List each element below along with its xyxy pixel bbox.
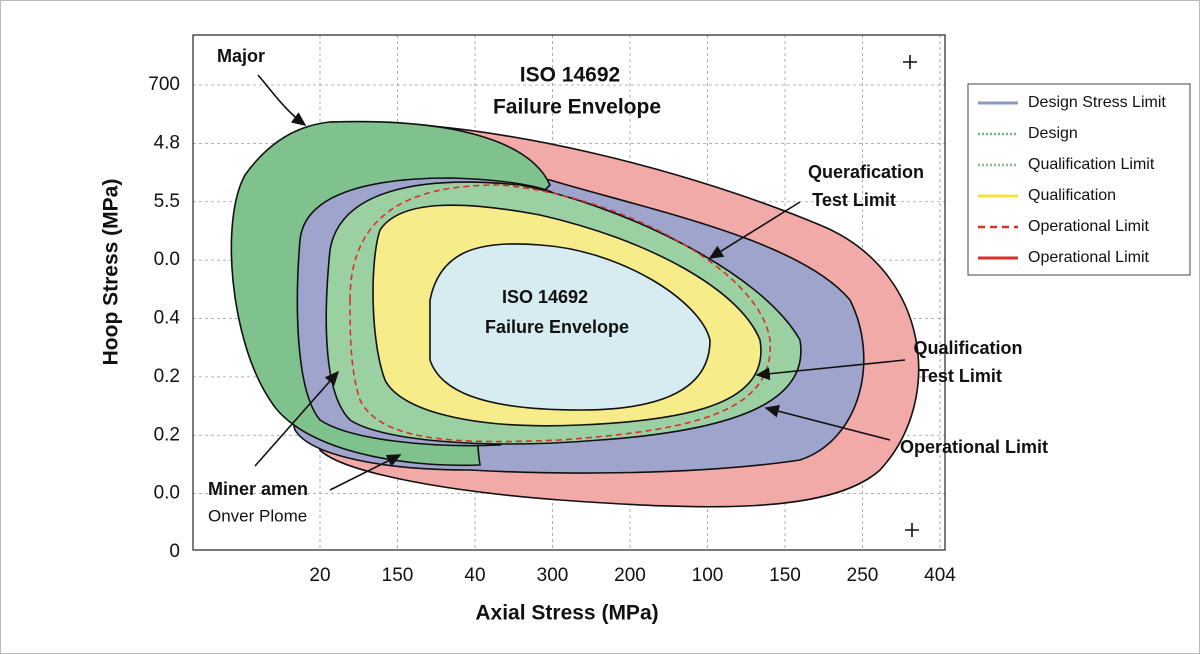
x-tick-label: 150 — [769, 565, 801, 586]
x-tick-label: 300 — [537, 565, 569, 586]
arrow — [764, 405, 891, 441]
annotation: Failure Envelope — [485, 317, 629, 337]
legend-label: Design — [1028, 125, 1078, 142]
arrow — [257, 74, 307, 126]
annotation: Onver Plome — [208, 506, 307, 525]
legend-label: Design Stress Limit — [1028, 94, 1166, 111]
x-tick-label: 20 — [309, 565, 330, 586]
annotation: Test Limit — [918, 366, 1002, 386]
x-tick-label: 404 — [924, 565, 956, 586]
arrow — [708, 201, 801, 259]
y-tick-label: 5.5 — [154, 191, 180, 212]
y-tick-label: 0.0 — [154, 483, 180, 504]
legend-label: Operational Limit — [1028, 249, 1150, 266]
x-axis-label: Axial Stress (MPa) — [475, 602, 658, 625]
legend-label: Operational Limit — [1028, 218, 1150, 235]
y-axis-label: Hoop Stress (MPa) — [100, 179, 123, 366]
envelope-failure — [429, 243, 711, 411]
operational-limit-line — [349, 184, 771, 443]
chart-title: Failure Envelope — [493, 96, 661, 119]
y-tick-label: 0.2 — [154, 424, 180, 445]
x-tick-label: 150 — [382, 565, 414, 586]
plus-marker — [903, 55, 919, 537]
legend: Design Stress Limit Design Qualification L… — [978, 94, 1166, 266]
annotation: Operational Limit — [900, 437, 1048, 457]
y-tick-label: 0.0 — [154, 249, 180, 270]
x-tick-label: 200 — [614, 565, 646, 586]
x-tick-label: 40 — [464, 565, 485, 586]
chart-title: ISO 14692 — [520, 64, 620, 87]
arrow — [755, 359, 906, 381]
x-tick-label: 250 — [847, 565, 879, 586]
annotation: Major — [217, 46, 265, 66]
legend-label: Qualification — [1028, 187, 1116, 204]
legend-box — [967, 83, 1191, 276]
x-tick-label: 100 — [692, 565, 724, 586]
y-tick-label: 0 — [169, 541, 180, 562]
annotation: Miner amen — [208, 479, 308, 499]
y-tick-label: 0.4 — [154, 308, 181, 329]
legend-label: Qualification Limit — [1028, 156, 1155, 173]
annotation: Test Limit — [812, 190, 896, 210]
y-tick-label: 4.8 — [154, 132, 180, 153]
annotation: Qualification — [913, 338, 1022, 358]
annotation: Querafication — [808, 162, 924, 182]
y-tick-label: 0.2 — [154, 366, 180, 387]
arrow — [329, 454, 402, 491]
plot-border — [192, 34, 946, 551]
arrow — [254, 370, 340, 467]
y-tick-label: 700 — [148, 74, 180, 95]
annotation: ISO 14692 — [502, 287, 588, 307]
